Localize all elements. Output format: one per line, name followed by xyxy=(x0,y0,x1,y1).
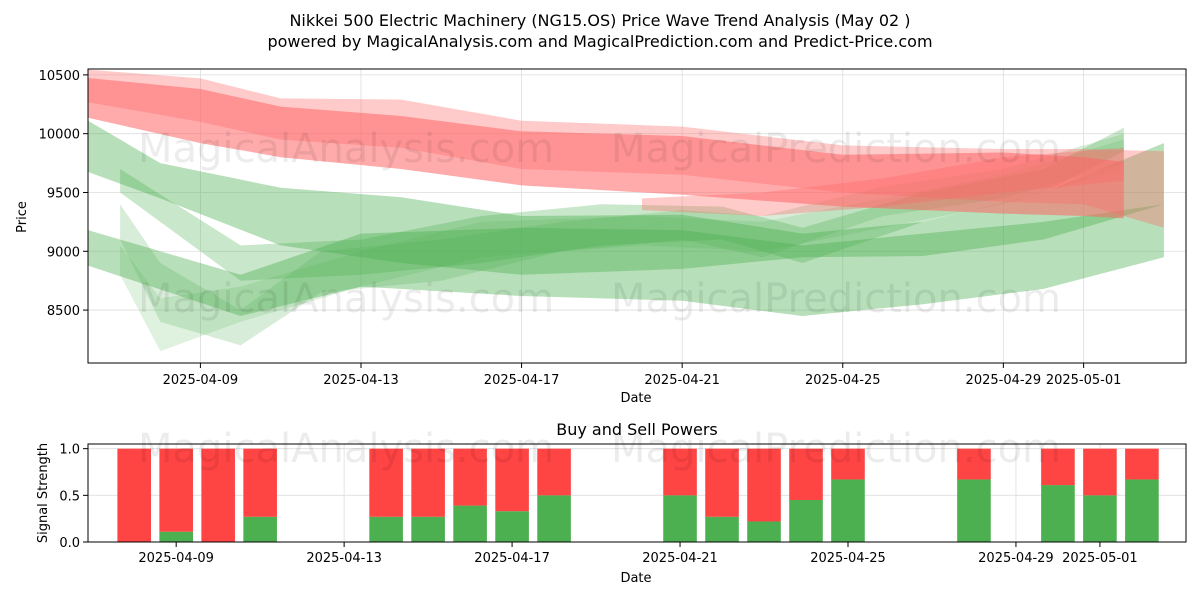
price-x-tick-label: 2025-04-21 xyxy=(644,373,720,388)
signal-y-axis-label: Signal Strength xyxy=(36,443,51,543)
sell-wave-band xyxy=(88,77,1124,219)
buy-power-bar xyxy=(789,500,823,542)
sell-power-bar xyxy=(117,448,151,542)
price-x-tick-label: 2025-04-13 xyxy=(323,373,399,388)
price-plot-frame xyxy=(87,68,1187,364)
buy-power-bar xyxy=(663,495,697,542)
buy-power-bar xyxy=(453,505,487,542)
sell-power-bar xyxy=(1125,448,1159,480)
price-y-tick-label: 9000 xyxy=(47,245,80,260)
sell-power-bar xyxy=(957,448,991,480)
sell-power-bar xyxy=(789,448,823,500)
watermark-prediction-bottom: MagicalPrediction.com xyxy=(611,426,1061,472)
buy-power-bar xyxy=(957,479,991,542)
buy-power-bar xyxy=(1125,479,1159,542)
price-x-tick-label: 2025-04-29 xyxy=(966,373,1042,388)
signal-strength-plot: 2025-04-09 2025-04-13 2025-04-17 2025-04-21… xyxy=(59,443,1187,566)
price-y-tick-label: 8500 xyxy=(47,304,80,319)
sell-power-bar xyxy=(159,448,193,532)
signal-x-tick-label: 2025-04-17 xyxy=(474,551,550,566)
buy-power-bar xyxy=(747,521,781,542)
buy-wave-band xyxy=(88,204,1164,316)
sell-power-bar xyxy=(369,448,403,517)
sell-power-bar xyxy=(453,448,487,506)
buy-wave-band xyxy=(120,139,1124,352)
signal-x-tick-label: 2025-05-01 xyxy=(1062,551,1138,566)
price-x-tick-label: 2025-04-09 xyxy=(163,373,239,388)
price-y-tick-label: 10500 xyxy=(39,69,80,84)
price-wave-plot: 2025-04-09 2025-04-13 2025-04-17 2025-04-21… xyxy=(39,68,1187,388)
sell-power-bar xyxy=(1083,448,1117,496)
buy-power-bar xyxy=(159,531,193,542)
signal-y-tick-label: 1.0 xyxy=(59,443,80,458)
price-y-axis-label: Price xyxy=(15,201,30,233)
price-x-tick-label: 2025-05-01 xyxy=(1046,373,1122,388)
chart-title: Nikkei 500 Electric Machinery (NG15.OS) … xyxy=(289,11,910,30)
sell-power-bar xyxy=(1041,448,1075,486)
sell-power-bar xyxy=(411,448,445,517)
signal-y-tick-label: 0.5 xyxy=(59,489,80,504)
signal-y-tick-label: 0.0 xyxy=(59,536,80,551)
wave-bands xyxy=(88,69,1164,352)
chart-subtitle: powered by MagicalAnalysis.com and Magic… xyxy=(267,32,932,51)
buy-power-bar xyxy=(243,516,277,542)
price-y-tick-label: 10000 xyxy=(39,128,80,143)
buy-power-bar xyxy=(495,511,529,542)
sell-power-bar xyxy=(831,448,865,480)
buy-power-bar xyxy=(1083,495,1117,542)
buy-power-bar xyxy=(411,516,445,542)
buy-power-bar xyxy=(369,516,403,542)
price-x-tick-label: 2025-04-17 xyxy=(484,373,560,388)
buy-power-bar xyxy=(831,479,865,542)
watermark-prediction-mid: MagicalPrediction.com xyxy=(611,276,1061,322)
sell-power-bar xyxy=(705,448,739,517)
sell-wave-band xyxy=(88,69,1164,228)
signal-x-tick-label: 2025-04-13 xyxy=(306,551,382,566)
sell-power-bar xyxy=(747,448,781,522)
watermark-analysis-mid: MagicalAnalysis.com xyxy=(138,276,554,322)
price-x-axis-label: Date xyxy=(620,391,651,406)
signal-x-tick-label: 2025-04-09 xyxy=(138,551,214,566)
buy-power-bar xyxy=(1041,485,1075,542)
signal-chart-title: Buy and Sell Powers xyxy=(556,420,718,439)
sell-power-bar xyxy=(495,448,529,512)
signal-plot-frame xyxy=(87,443,1187,543)
buy-power-bar xyxy=(537,495,571,542)
sell-power-bar xyxy=(663,448,697,496)
signal-x-tick-label: 2025-04-21 xyxy=(642,551,718,566)
signal-x-tick-label: 2025-04-29 xyxy=(978,551,1054,566)
sell-power-bar xyxy=(243,448,277,517)
watermark-analysis-bottom: MagicalAnalysis.com xyxy=(138,426,554,472)
watermark-prediction-top: MagicalPrediction.com xyxy=(611,126,1061,172)
signal-x-tick-label: 2025-04-25 xyxy=(810,551,886,566)
sell-power-bar xyxy=(201,448,235,542)
buy-wave-band xyxy=(120,133,1124,346)
buy-power-bar xyxy=(705,516,739,542)
signal-x-axis-label: Date xyxy=(620,571,651,586)
watermark-analysis-top: MagicalAnalysis.com xyxy=(138,126,554,172)
sell-power-bar xyxy=(537,448,571,496)
buy-wave-band xyxy=(88,120,1164,275)
price-y-tick-label: 9500 xyxy=(47,186,80,201)
price-x-tick-label: 2025-04-25 xyxy=(805,373,881,388)
sell-wave-band xyxy=(642,147,1124,216)
buy-wave-band xyxy=(120,127,1124,281)
